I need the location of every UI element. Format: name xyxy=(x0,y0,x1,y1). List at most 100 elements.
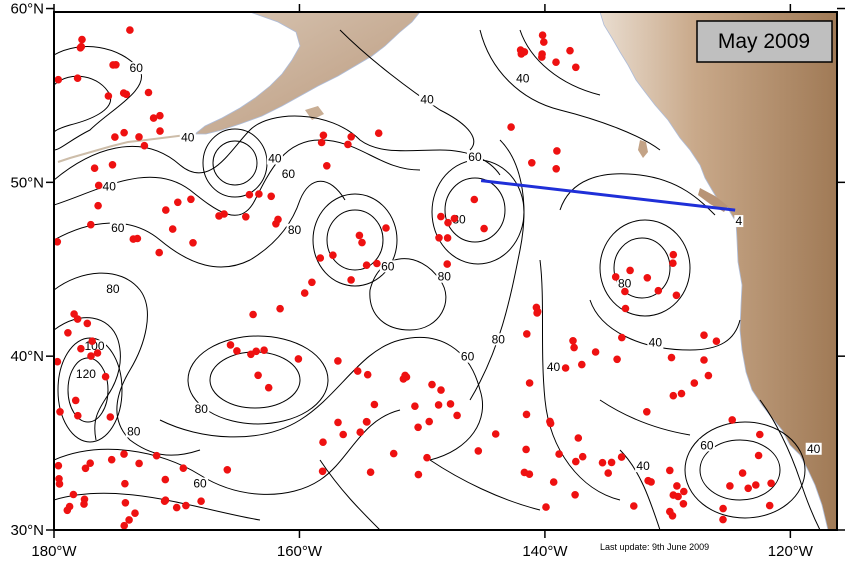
float-marker xyxy=(578,360,586,369)
float-marker xyxy=(719,504,727,513)
float-marker xyxy=(353,367,362,375)
float-marker xyxy=(446,400,455,408)
float-marker xyxy=(125,516,133,524)
float-marker xyxy=(719,515,727,524)
svg-text:80: 80 xyxy=(438,270,452,284)
float-marker xyxy=(389,449,398,458)
svg-text:40: 40 xyxy=(636,459,650,473)
float-marker xyxy=(83,319,92,328)
float-marker xyxy=(437,386,445,394)
contour-label: 80 xyxy=(616,277,633,291)
vancouver-island xyxy=(698,188,728,212)
float-marker xyxy=(674,492,682,501)
contour-label: 60 xyxy=(379,259,396,273)
float-marker xyxy=(374,129,383,137)
float-marker xyxy=(363,370,372,379)
float-marker xyxy=(373,259,381,268)
land-masses xyxy=(57,12,837,530)
float-marker xyxy=(553,147,561,155)
float-marker xyxy=(69,490,78,499)
contour-label: 40 xyxy=(635,459,652,473)
axis-ticks xyxy=(46,4,845,538)
contour-label: 40 xyxy=(101,179,118,193)
float-marker xyxy=(334,418,342,427)
float-marker xyxy=(358,238,366,247)
y-tick-label: 40°N xyxy=(10,348,44,365)
float-marker xyxy=(630,502,638,510)
float-marker xyxy=(54,75,63,84)
float-marker xyxy=(308,278,316,287)
float-marker xyxy=(680,487,688,496)
float-marker xyxy=(64,329,72,337)
svg-text:80: 80 xyxy=(288,223,302,237)
float-marker xyxy=(700,356,708,364)
float-marker xyxy=(399,375,408,383)
float-marker xyxy=(300,289,309,297)
float-marker xyxy=(572,457,580,466)
svg-text:40: 40 xyxy=(268,151,282,165)
svg-text:40: 40 xyxy=(807,442,821,456)
svg-text:80: 80 xyxy=(195,402,209,416)
float-marker xyxy=(94,201,102,210)
float-marker xyxy=(677,389,686,398)
contour-label: 4 xyxy=(734,214,744,228)
float-marker xyxy=(129,235,138,243)
float-marker xyxy=(752,481,760,489)
float-marker xyxy=(566,46,574,55)
float-marker xyxy=(356,428,365,437)
float-marker xyxy=(174,198,182,207)
float-marker xyxy=(425,417,434,426)
float-marker xyxy=(347,276,355,284)
float-marker xyxy=(135,133,143,141)
float-marker xyxy=(260,346,268,355)
float-marker xyxy=(621,287,629,296)
float-marker xyxy=(119,89,128,97)
float-marker xyxy=(423,453,431,462)
float-marker xyxy=(74,411,82,420)
svg-text:40: 40 xyxy=(547,360,561,374)
float-marker xyxy=(728,416,736,424)
float-marker xyxy=(561,364,570,372)
float-positions xyxy=(54,26,775,530)
float-marker xyxy=(355,231,364,240)
float-marker xyxy=(152,451,161,460)
float-marker xyxy=(434,401,443,409)
contour-label: 80 xyxy=(436,270,453,284)
float-marker xyxy=(120,128,128,137)
contour-label: 120 xyxy=(74,367,98,381)
float-marker xyxy=(168,225,177,233)
float-marker xyxy=(470,195,479,204)
kodiak xyxy=(305,106,324,120)
float-marker xyxy=(591,348,600,356)
contour-label: 40 xyxy=(545,360,562,374)
float-marker xyxy=(549,478,558,486)
float-marker xyxy=(90,164,99,172)
float-marker xyxy=(362,261,371,270)
float-marker xyxy=(267,192,276,201)
float-marker xyxy=(756,430,764,439)
float-marker xyxy=(73,315,82,323)
float-marker xyxy=(690,379,699,387)
contour-label: 80 xyxy=(286,223,303,237)
float-marker xyxy=(245,190,254,199)
float-marker xyxy=(223,466,232,474)
float-marker xyxy=(370,400,379,409)
svg-text:60: 60 xyxy=(130,61,144,75)
float-marker xyxy=(546,419,555,428)
svg-text:80: 80 xyxy=(106,282,120,296)
float-marker xyxy=(366,468,375,477)
float-marker xyxy=(491,430,500,438)
float-marker xyxy=(542,503,550,511)
contour-label: 40 xyxy=(266,151,283,165)
float-marker xyxy=(443,260,452,268)
float-marker xyxy=(316,254,325,262)
float-marker xyxy=(247,350,255,359)
float-marker xyxy=(673,482,681,490)
contour-label: 40 xyxy=(419,92,436,106)
float-marker xyxy=(109,61,117,69)
float-marker xyxy=(643,408,651,416)
float-marker xyxy=(528,159,536,167)
float-marker xyxy=(363,418,371,426)
float-marker xyxy=(767,479,775,488)
float-marker xyxy=(93,349,102,357)
